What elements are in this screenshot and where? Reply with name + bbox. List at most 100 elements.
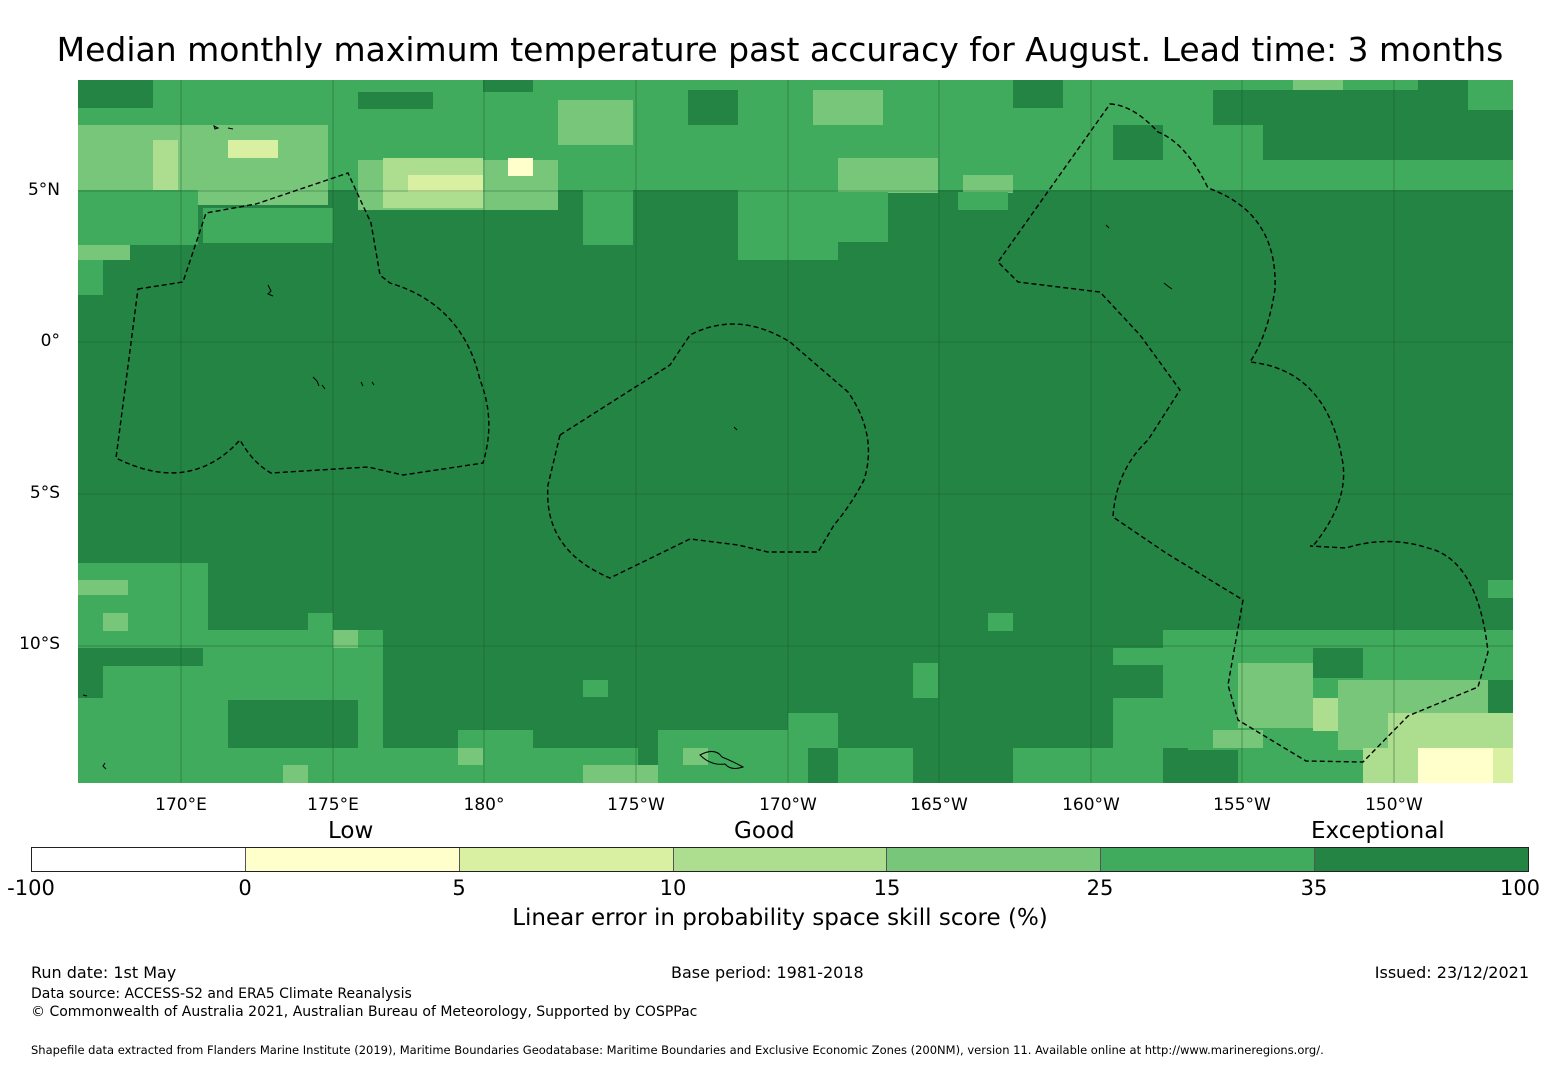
cell [1493,748,1513,783]
colorbar-tick: 25 [1086,876,1114,900]
cell [78,260,103,295]
cell [283,765,308,783]
colorbar-tick: 35 [1300,876,1328,900]
cell [203,208,333,243]
graticule [78,80,1513,783]
cell [1418,748,1493,783]
cell [153,140,178,190]
colorbar-tick: 15 [873,876,901,900]
colorbar-tick: -100 [7,876,55,900]
cell [1293,80,1343,92]
cell [1113,125,1163,160]
colorbar [31,847,1529,872]
lon-label-165w: 165°W [910,795,968,815]
cell [583,765,658,783]
colorbar-swatch [887,848,1102,871]
island [312,376,320,387]
cell [958,192,1008,210]
island [321,384,326,390]
colorbar-category-exceptional: Exceptional [1311,818,1445,844]
lon-label-150w: 150°W [1365,795,1423,815]
cell [788,713,838,748]
lat-label-5s: 5°S [29,483,60,503]
cell [1488,580,1513,598]
cell [913,663,938,698]
cell [458,748,483,765]
cell [1238,663,1313,728]
cell [1013,80,1063,108]
cell [1313,698,1338,731]
cell [683,748,708,765]
skill-score-map [78,80,1513,783]
cell [78,648,103,698]
colorbar-swatch [673,848,888,871]
island [82,694,88,697]
cell [78,580,128,595]
shapefile-credit: Shapefile data extracted from Flanders M… [31,1043,1324,1057]
colorbar-label: Linear error in probability space skill … [512,905,1048,931]
coastlines [82,125,1173,770]
cell [408,175,483,192]
cell [838,748,913,783]
data-source: Data source: ACCESS-S2 and ERA5 Climate … [31,986,412,1002]
cell [153,563,203,633]
cell [333,630,358,648]
island [699,751,745,769]
colorbar-swatch [32,848,246,871]
cell [658,730,808,783]
eez-boundaries [115,103,1489,763]
island [267,284,274,297]
skill-cells [78,80,1513,783]
cell [1013,748,1113,783]
cell [688,90,738,125]
cell [1468,80,1513,110]
colorbar-category-good: Good [734,818,795,844]
island [1105,224,1110,229]
colorbar-category-low: Low [328,818,374,844]
cell [78,748,638,783]
cell [78,80,153,108]
tokelau-samoa-eez [546,323,870,579]
cell [1213,730,1263,748]
cell [558,100,633,145]
lon-label-170w: 170°W [759,795,817,815]
base-period: Base period: 1981-2018 [671,963,864,982]
cell [1388,713,1513,748]
cell [963,175,1013,193]
cell [838,192,888,242]
lon-label-175e: 175°E [307,795,359,815]
colorbar-tick: 10 [659,876,687,900]
cell [1418,80,1468,108]
cell [1113,665,1163,698]
cell [1263,125,1513,160]
lat-label-10s: 10°S [19,634,60,654]
island [102,762,107,770]
colorbar-swatch [1315,848,1529,871]
run-date: Run date: 1st May [31,963,177,982]
cell [358,92,433,109]
lon-label-155w: 155°W [1213,795,1271,815]
lon-label-175w: 175°W [607,795,665,815]
cell [838,158,938,193]
cell [583,190,633,245]
cell [508,158,533,176]
lat-label-5n: 5°N [27,180,60,200]
colorbar-tick: 100 [1499,876,1541,900]
island [360,381,364,387]
island [371,381,375,386]
island [1163,282,1173,290]
cell [583,680,608,697]
colorbar-swatch [245,848,460,871]
cell [813,90,883,125]
cell [103,613,128,631]
lon-label-180: 180° [463,795,505,815]
copyright: © Commonwealth of Australia 2021, Austra… [31,1004,698,1020]
colorbar-swatch [459,848,674,871]
kiribati-line-eez [997,103,1489,763]
cell [1163,630,1513,648]
cell [308,613,333,631]
lon-label-160w: 160°W [1062,795,1120,815]
cell [1488,680,1513,713]
colorbar-tick: 0 [238,876,252,900]
colorbar-swatch [1101,848,1316,871]
